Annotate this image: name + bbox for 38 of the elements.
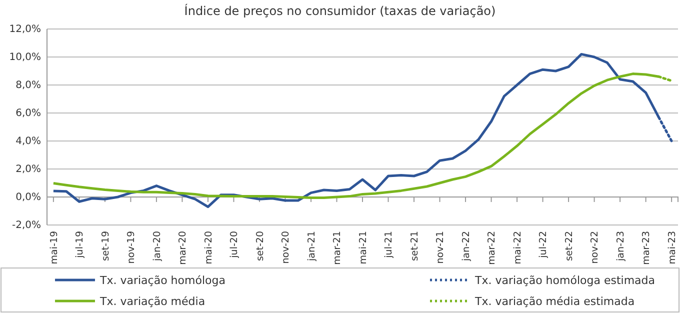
x-tick-label: mai-20 bbox=[203, 231, 214, 264]
chart-title: Índice de preços no consumidor (taxas de variação) bbox=[184, 3, 496, 18]
x-tick-label: jul-21 bbox=[384, 231, 395, 259]
x-tick-label: set-20 bbox=[254, 231, 266, 262]
x-tick-label: mar-20 bbox=[178, 231, 189, 265]
legend-label: Tx. variação média estimada bbox=[474, 294, 635, 308]
y-tick-label: -2,0% bbox=[12, 220, 41, 232]
x-tick-label: mar-21 bbox=[332, 231, 344, 265]
x-tick-label: jan-22 bbox=[460, 231, 472, 262]
x-tick-label: jan-20 bbox=[152, 231, 163, 262]
legend-label: Tx. variação homóloga estimada bbox=[474, 274, 656, 287]
x-tick-label: jul-19 bbox=[74, 231, 86, 259]
x-tick-label: jul-20 bbox=[229, 231, 240, 259]
x-tick-label: mai-23 bbox=[666, 231, 678, 264]
x-tick-label: nov-20 bbox=[280, 231, 292, 264]
x-tick-label: mai-22 bbox=[512, 231, 524, 264]
x-tick-label: jan-23 bbox=[615, 231, 626, 262]
x-tick-label: set-21 bbox=[409, 231, 420, 262]
x-tick-label: mai-19 bbox=[48, 231, 60, 264]
x-tick-label: nov-21 bbox=[435, 231, 446, 264]
y-tick-label: 6,0% bbox=[16, 108, 41, 120]
y-tick-label: 4,0% bbox=[16, 136, 41, 148]
x-tick-label: jul-22 bbox=[538, 231, 550, 259]
x-tick-label: jan-21 bbox=[306, 231, 318, 262]
y-tick-label: 8,0% bbox=[16, 80, 41, 92]
legend-label: Tx. variação média bbox=[99, 294, 206, 308]
y-tick-label: 2,0% bbox=[16, 164, 41, 176]
x-tick-label: set-22 bbox=[564, 231, 575, 262]
y-tick-label: 10,0% bbox=[9, 52, 41, 64]
x-tick-label: mar-22 bbox=[486, 231, 498, 265]
x-tick-label: nov-19 bbox=[126, 231, 138, 264]
y-tick-label: 12,0% bbox=[9, 24, 41, 36]
y-tick-label: 0,0% bbox=[16, 192, 41, 204]
legend-label: Tx. variação homóloga bbox=[99, 274, 226, 287]
x-tick-label: mai-21 bbox=[358, 231, 369, 264]
x-tick-label: mar-23 bbox=[641, 231, 652, 265]
x-tick-label: nov-22 bbox=[590, 231, 601, 264]
x-tick-label: set-19 bbox=[100, 231, 112, 262]
